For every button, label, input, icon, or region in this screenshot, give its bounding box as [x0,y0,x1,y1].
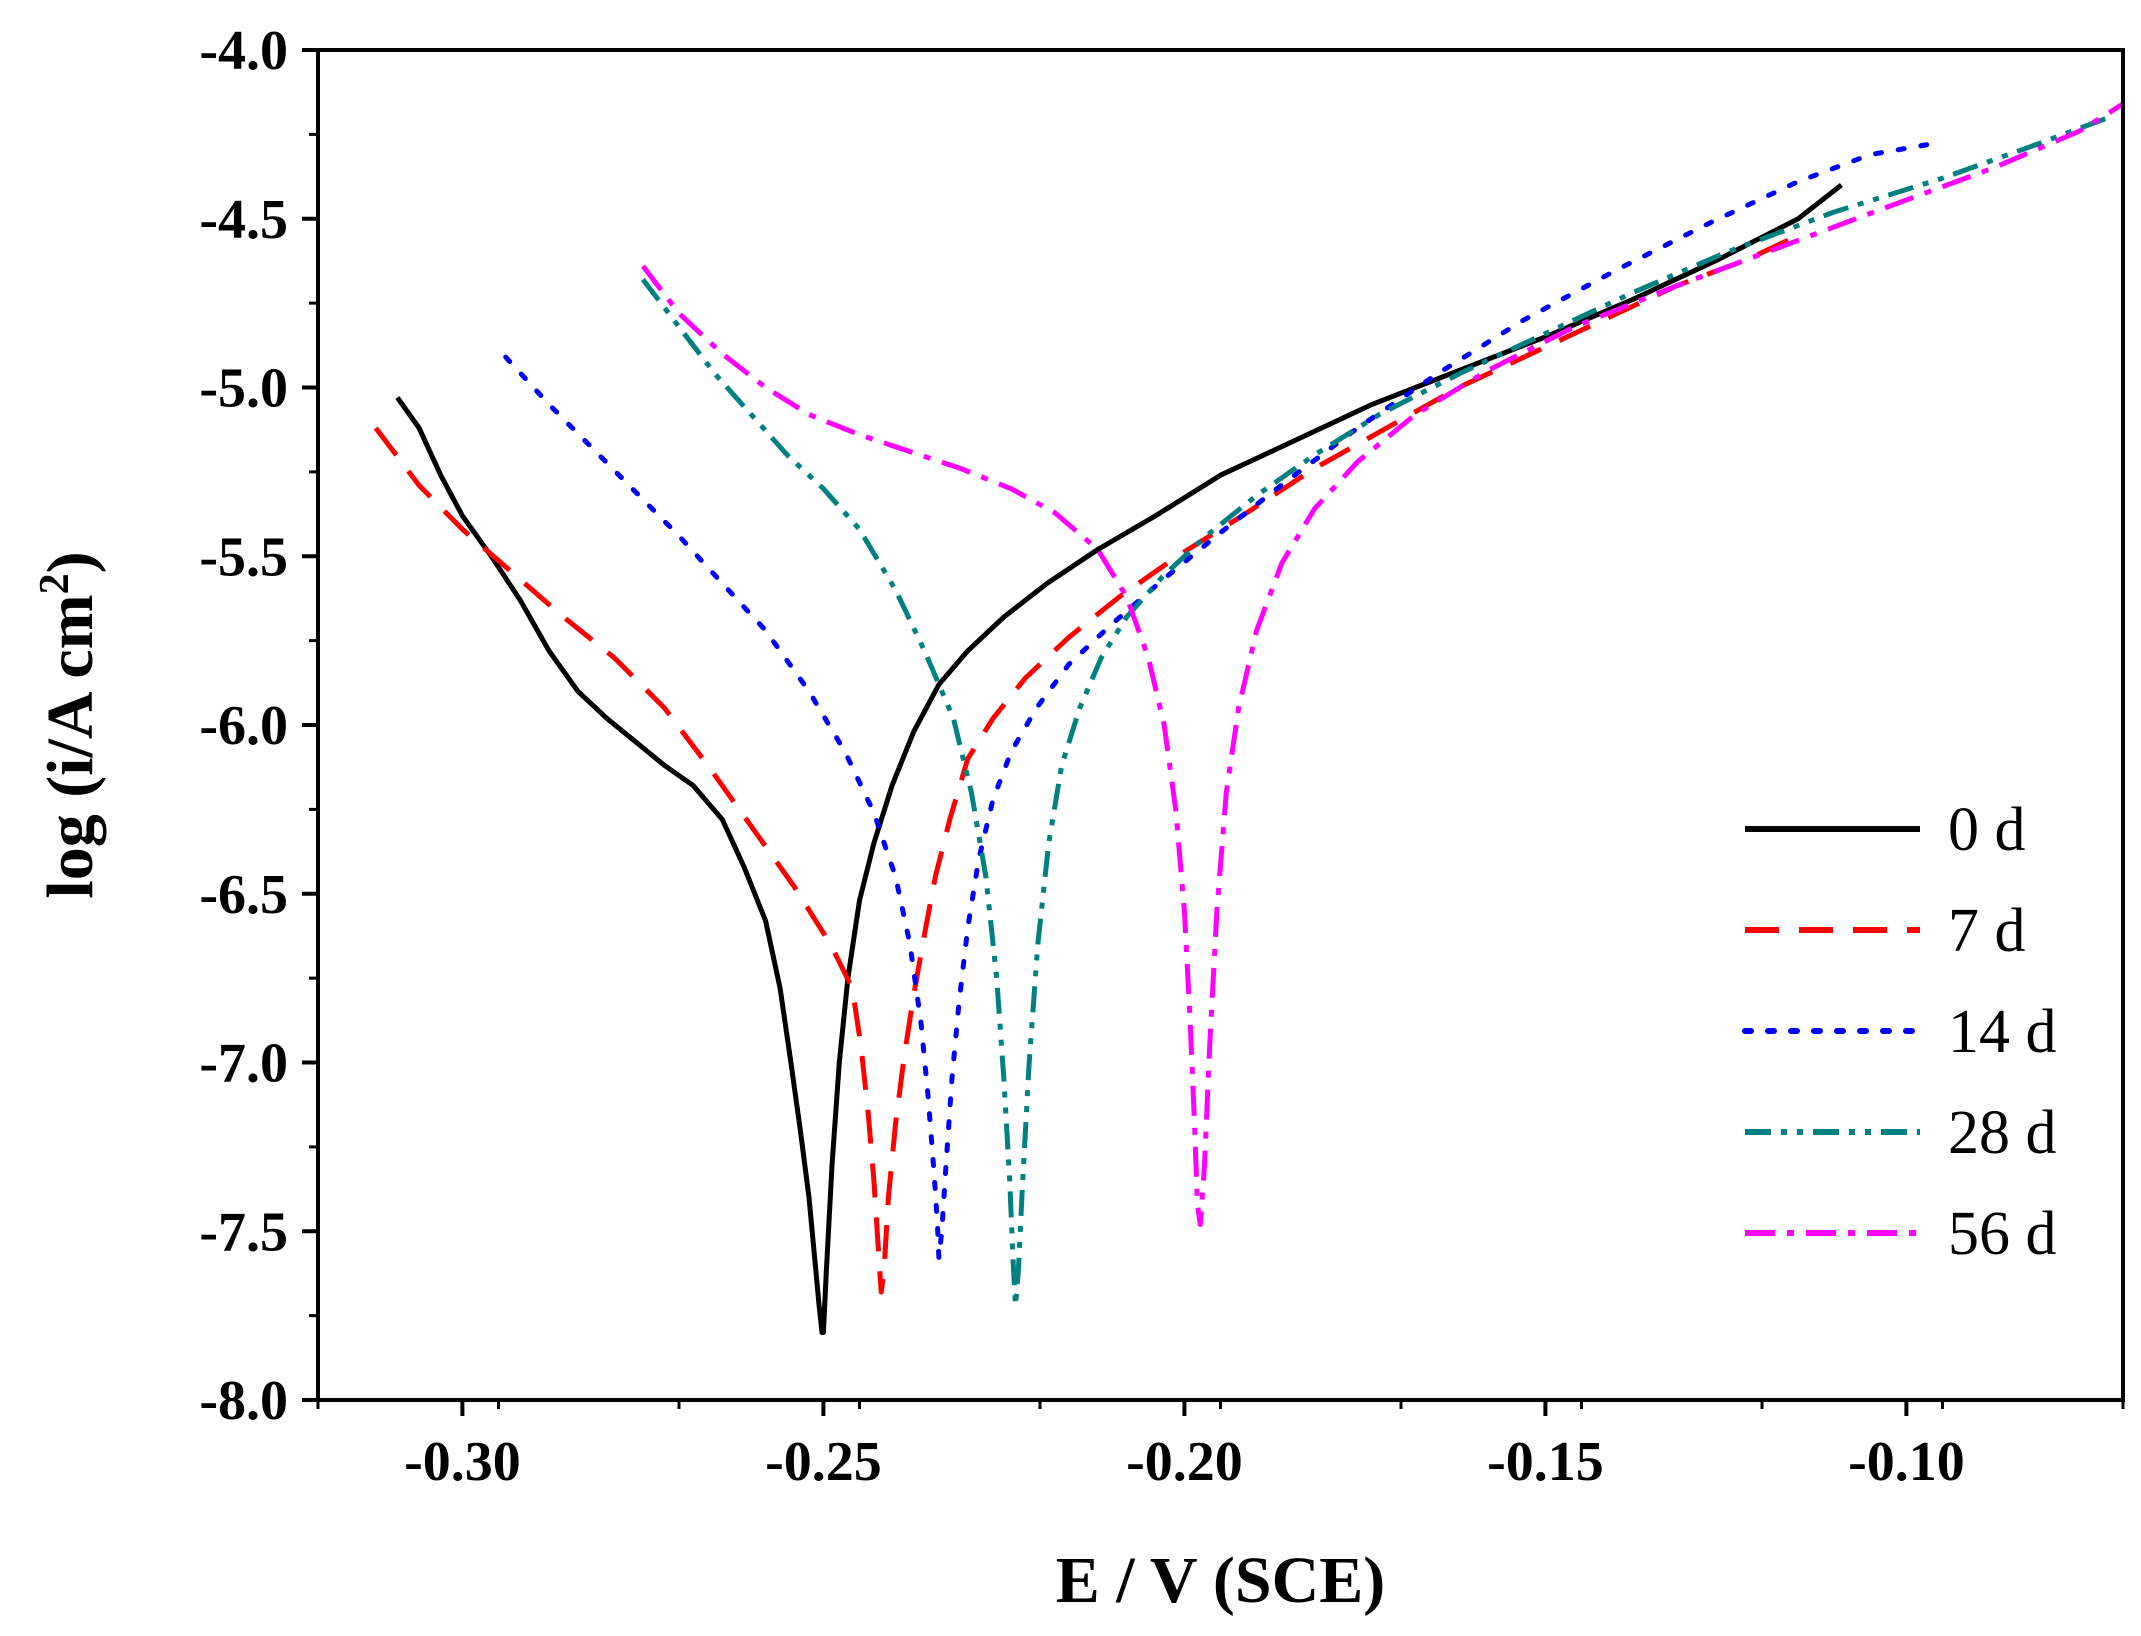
series-line-28d [640,115,2110,1308]
x-tick-label: -0.30 [404,1431,521,1493]
y-tick-label: -4.5 [199,189,288,251]
plot-frame [316,48,2125,1402]
y-axis-title-main: log (i/A cm [34,594,107,898]
legend-label-7d: 7 d [1948,897,2026,965]
series-line-7d [373,233,1800,1295]
y-tick-label: -7.0 [199,1033,288,1095]
x-tick-label: -0.15 [1487,1431,1604,1493]
tick-labels: -0.30 -0.25 -0.20 -0.15 -0.10 -4.0 -4.5 -5.0 -5.… [199,20,1964,1493]
series-line-0d [395,183,1843,1335]
legend-label-56d: 56 d [1948,1200,2057,1268]
y-tick-label: -8.0 [199,1370,288,1432]
y-axis-title: log (i/A cm2) [32,551,107,898]
tick-layer [302,48,2125,1416]
legend-label-14d: 14 d [1948,998,2057,1066]
y-tick-label: -7.5 [199,1201,288,1263]
y-axis-title-superscript: 2 [32,573,78,594]
legend: 0 d 7 d 14 d 28 d 56 d [1742,796,2057,1268]
x-tick-label: -0.20 [1126,1431,1243,1493]
legend-label-0d: 0 d [1948,796,2026,864]
x-tick-label: -0.10 [1848,1431,1965,1493]
series-layer [373,101,2125,1335]
x-tick-label: -0.25 [765,1431,882,1493]
y-tick-label: -6.5 [199,864,288,926]
legend-label-28d: 28 d [1948,1099,2057,1167]
y-axis-title-close: ) [34,551,107,573]
x-axis-title: E / V (SCE) [1056,1544,1385,1617]
y-tick-label: -4.0 [199,20,288,82]
y-tick-label: -6.0 [199,695,288,757]
y-tick-label: -5.0 [199,358,288,420]
series-line-56d [640,101,2125,1227]
y-tick-label: -5.5 [199,526,288,588]
series-line-14d [503,142,1931,1261]
